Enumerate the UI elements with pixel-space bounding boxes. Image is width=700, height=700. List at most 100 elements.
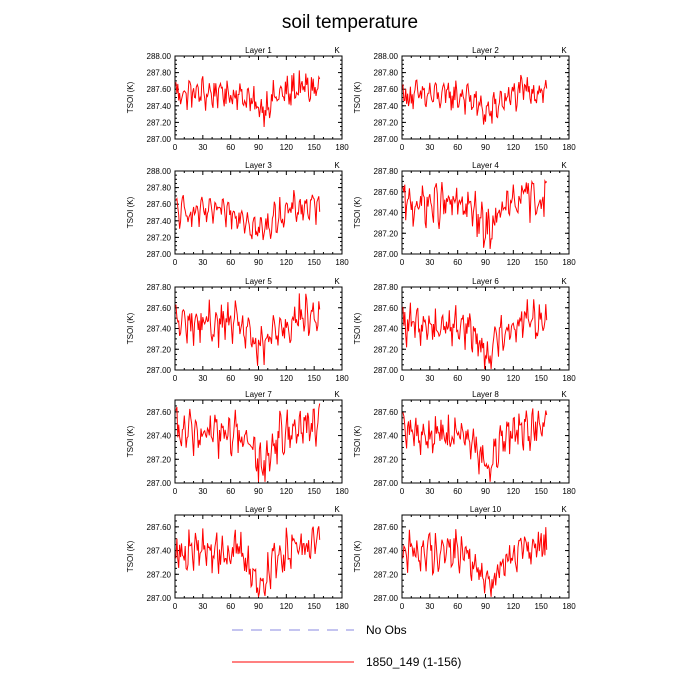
y-tick-label: 287.40: [374, 547, 399, 556]
x-tick-label: 60: [226, 602, 235, 611]
x-tick-label: 180: [335, 487, 349, 496]
x-tick-label: 90: [254, 143, 263, 152]
x-tick-label: 60: [453, 602, 462, 611]
y-tick-label: 287.40: [147, 102, 172, 111]
y-tick-label: 287.60: [147, 200, 172, 209]
x-tick-label: 150: [307, 602, 321, 611]
series-line-1850_149: [402, 74, 548, 125]
panel-layer-8: Layer 8 K TSOI (K) 0 30 60 90 120 150 180 287.00 28…: [353, 390, 576, 496]
x-tick-label: 150: [307, 374, 321, 383]
y-axis-label: TSOI (K): [353, 425, 362, 457]
x-tick-label: 150: [534, 143, 548, 152]
y-tick-label: 288.00: [147, 52, 172, 61]
x-tick-label: 0: [400, 602, 405, 611]
x-tick-label: 0: [173, 143, 178, 152]
panel-layer-1: Layer 1 K TSOI (K) 0 30 60 90 120 150 180 287.00 28…: [126, 46, 349, 152]
x-tick-label: 60: [226, 143, 235, 152]
y-tick-label: 287.00: [374, 594, 399, 603]
series-line-1850_149: [402, 178, 548, 249]
x-tick-label: 90: [254, 374, 263, 383]
y-tick-label: 287.80: [374, 283, 399, 292]
y-tick-label: 287.00: [147, 594, 172, 603]
panel-title: Layer 9: [245, 505, 272, 514]
series-line-1850_149: [402, 408, 548, 482]
panel-title: Layer 4: [472, 161, 499, 170]
x-tick-label: 90: [254, 258, 263, 267]
y-tick-label: 287.60: [374, 408, 399, 417]
x-tick-label: 90: [254, 602, 263, 611]
y-tick-label: 288.00: [374, 52, 399, 61]
x-tick-label: 0: [173, 487, 178, 496]
y-tick-label: 287.20: [374, 455, 399, 464]
x-tick-label: 30: [198, 143, 207, 152]
series-line-1850_149: [175, 403, 321, 482]
y-tick-label: 287.40: [147, 325, 172, 334]
y-tick-label: 287.00: [374, 135, 399, 144]
x-tick-label: 120: [280, 258, 294, 267]
x-tick-label: 120: [507, 374, 521, 383]
y-tick-label: 287.40: [374, 432, 399, 441]
x-tick-label: 180: [562, 602, 576, 611]
y-tick-label: 287.20: [147, 118, 172, 127]
x-tick-label: 120: [507, 602, 521, 611]
panel-layer-9: Layer 9 K TSOI (K) 0 30 60 90 120 150 180 287.00 28…: [126, 505, 349, 611]
x-tick-label: 180: [562, 258, 576, 267]
units-label: K: [561, 505, 567, 514]
y-tick-label: 287.00: [147, 135, 172, 144]
x-tick-label: 120: [507, 143, 521, 152]
series-line-1850_149: [402, 527, 548, 597]
panel-title: Layer 5: [245, 277, 272, 286]
x-tick-label: 0: [173, 258, 178, 267]
x-tick-label: 150: [534, 374, 548, 383]
y-tick-label: 287.20: [147, 570, 172, 579]
y-tick-label: 287.20: [147, 233, 172, 242]
y-tick-label: 287.60: [147, 408, 172, 417]
y-tick-label: 287.40: [147, 547, 172, 556]
y-tick-label: 287.80: [374, 167, 399, 176]
y-tick-label: 287.00: [147, 366, 172, 375]
y-tick-label: 287.00: [374, 250, 399, 259]
x-tick-label: 0: [400, 374, 405, 383]
x-tick-label: 30: [425, 487, 434, 496]
panel-layer-7: Layer 7 K TSOI (K) 0 30 60 90 120 150 180 287.00 28…: [126, 390, 349, 496]
x-tick-label: 60: [453, 258, 462, 267]
x-tick-label: 90: [481, 487, 490, 496]
y-axis-label: TSOI (K): [126, 81, 135, 113]
x-tick-label: 120: [507, 258, 521, 267]
y-tick-label: 287.60: [147, 523, 172, 532]
x-tick-label: 150: [534, 602, 548, 611]
y-tick-label: 287.00: [147, 250, 172, 259]
y-tick-label: 287.40: [374, 325, 399, 334]
units-label: K: [334, 161, 340, 170]
x-tick-label: 30: [198, 258, 207, 267]
y-tick-label: 287.60: [374, 523, 399, 532]
y-tick-label: 287.40: [374, 209, 399, 218]
y-tick-label: 287.20: [374, 118, 399, 127]
figure-title: soil temperature: [282, 12, 418, 33]
x-tick-label: 30: [198, 602, 207, 611]
panel-title: Layer 2: [472, 46, 499, 55]
x-tick-label: 0: [400, 143, 405, 152]
x-tick-label: 0: [400, 487, 405, 496]
panel-layer-2: Layer 2 K TSOI (K) 0 30 60 90 120 150 180 287.00 28…: [353, 46, 576, 152]
x-tick-label: 30: [425, 602, 434, 611]
x-tick-label: 60: [226, 487, 235, 496]
x-tick-label: 90: [254, 487, 263, 496]
y-axis-label: TSOI (K): [126, 196, 135, 228]
units-label: K: [334, 46, 340, 55]
units-label: K: [561, 390, 567, 399]
units-label: K: [334, 277, 340, 286]
x-tick-label: 60: [453, 487, 462, 496]
series-line-1850_149: [175, 70, 321, 128]
series-line-1850_149: [175, 190, 321, 241]
y-tick-label: 287.00: [374, 366, 399, 375]
x-tick-label: 30: [425, 374, 434, 383]
y-axis-label: TSOI (K): [353, 196, 362, 228]
series-line-1850_149: [175, 293, 321, 366]
y-tick-label: 287.20: [147, 345, 172, 354]
panel-layer-6: Layer 6 K TSOI (K) 0 30 60 90 120 150 180 287.00 28…: [353, 277, 576, 383]
y-tick-label: 287.60: [147, 304, 172, 313]
y-tick-label: 287.80: [374, 69, 399, 78]
x-tick-label: 180: [562, 374, 576, 383]
x-tick-label: 150: [307, 258, 321, 267]
